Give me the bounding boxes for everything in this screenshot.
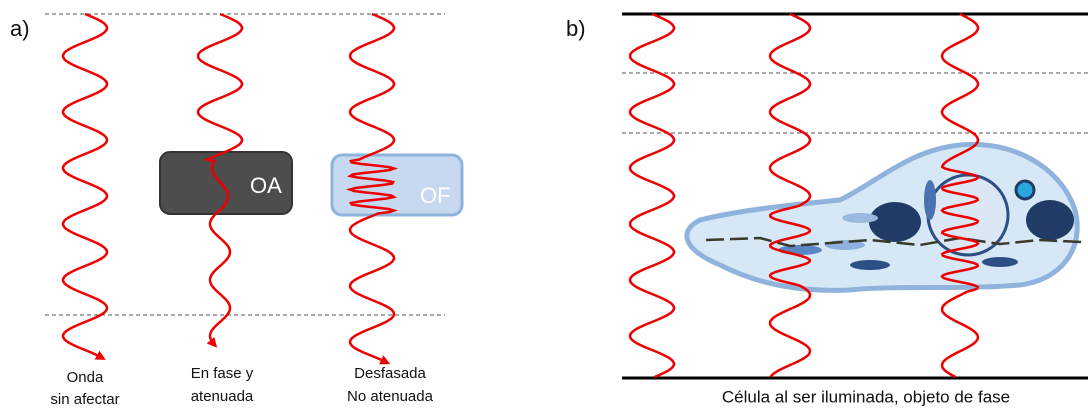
organelle <box>869 202 921 242</box>
cell <box>687 144 1082 290</box>
organelle <box>778 245 822 255</box>
box-label: OA <box>250 173 282 198</box>
light-wave <box>770 14 810 377</box>
panel-label: a) <box>10 16 30 41</box>
caption: Onda <box>67 369 104 386</box>
caption: sin afectar <box>50 391 119 408</box>
panel-a: a) OA OF Onda sin afectar En fase y aten… <box>10 14 462 408</box>
light-wave <box>63 14 107 358</box>
light-wave <box>630 14 674 377</box>
panel-label: b) <box>566 16 586 41</box>
organelle <box>924 180 936 220</box>
organelle <box>982 257 1018 267</box>
caption: atenuada <box>191 388 254 405</box>
organelle <box>842 213 878 223</box>
organelle <box>1026 200 1074 240</box>
figure: a) OA OF Onda sin afectar En fase y aten… <box>0 0 1088 412</box>
organelle <box>850 260 890 270</box>
organelle <box>1016 181 1034 199</box>
caption: En fase y <box>191 365 254 382</box>
box-label: OF <box>420 183 451 208</box>
caption: Célula al ser iluminada, objeto de fase <box>722 387 1010 406</box>
caption: No atenuada <box>347 388 434 405</box>
panel-b: b) Célula al ser iluminada, objeto de fa… <box>566 14 1088 406</box>
caption: Desfasada <box>354 365 426 382</box>
